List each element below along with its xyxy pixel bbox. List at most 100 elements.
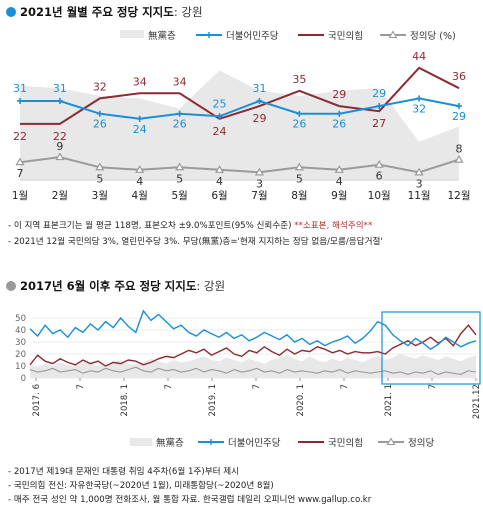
section2-title: 2017년 6월 이후 주요 정당 지지도: 강원 (6, 278, 225, 294)
data-label-dem: 31 (13, 82, 27, 95)
point-justice (55, 152, 65, 161)
point-dem (17, 97, 23, 104)
trend-line-ppp (29, 324, 477, 367)
data-label-dem: 29 (452, 110, 466, 123)
point-dem (136, 115, 143, 122)
point-justice (414, 167, 424, 176)
x-tick-label: 7월 (251, 190, 267, 202)
data-label-dem: 25 (213, 97, 227, 110)
y-tick-label: 0 (21, 374, 26, 384)
point-justice (374, 160, 384, 168)
notes2-line3: - 매주 전국 성인 약 1,000명 전화조사, 월 통합 자료. 한국갤럽 … (8, 495, 372, 505)
legend2-label-ppp: 국민의힘 (328, 438, 363, 449)
data-label-ppp: 29 (252, 112, 266, 125)
data-label-dem: 26 (292, 118, 306, 131)
x-tick-label: 7 (340, 384, 350, 389)
data-label-ppp: 27 (372, 117, 386, 130)
notes1-line1-main: - 이 지역 표본크기는 월 평균 118명, 표본오차 ±9.0%포인트(95… (8, 221, 295, 231)
x-tick-label: 11월 (408, 190, 431, 202)
legend-marker-dem (206, 32, 212, 38)
data-label-ppp: 22 (53, 130, 67, 143)
y-tick-label: 40 (15, 326, 26, 336)
x-tick-label: 2021.12 (472, 384, 482, 419)
point-dem (456, 103, 462, 110)
data-label-dem: 26 (93, 118, 107, 131)
y-tick-label: 10 (15, 362, 26, 372)
data-label-ppp: 22 (13, 130, 27, 143)
x-tick-label: 9월 (331, 190, 347, 202)
notes1-line1: - 이 지역 표본크기는 월 평균 118명, 표본오차 ±9.0%포인트(95… (8, 219, 372, 231)
section1-title-text: 2021년 월별 주요 정당 지지도 (20, 5, 174, 19)
legend-swatch-none (120, 30, 144, 38)
point-justice (215, 165, 225, 173)
chart2-legend: 無黨층 더불어민주당 국민의힘 정의당 (130, 437, 434, 449)
point-dem (216, 113, 223, 120)
series-line-justice (19, 156, 460, 174)
legend2-label-dem: 더불어민주당 (228, 438, 281, 449)
x-tick-label: 2018. 1 (120, 384, 130, 416)
trend-line-dem (29, 309, 477, 351)
x-tick-label: 2021. 1 (384, 384, 394, 416)
data-label-ppp: 34 (133, 75, 147, 88)
section2-title-text: 2017년 6월 이후 주요 정당 지지도 (20, 279, 197, 293)
data-label-justice: 5 (296, 172, 303, 185)
data-label-dem: 26 (332, 118, 346, 131)
section1-title-dot (6, 7, 16, 17)
x-tick-label: 2019. 1 (208, 384, 218, 416)
data-label-dem: 32 (412, 102, 426, 115)
x-tick-label: 7 (428, 384, 438, 389)
data-label-justice: 8 (456, 143, 463, 156)
data-label-justice: 4 (216, 175, 223, 188)
data-label-dem: 31 (252, 82, 266, 95)
series-line-dem (20, 97, 460, 120)
series-area-none (20, 70, 459, 180)
point-justice (334, 165, 344, 173)
data-label-justice: 4 (136, 175, 143, 188)
data-label-dem: 24 (133, 123, 147, 136)
legend2-swatch-none (130, 438, 152, 446)
point-justice (454, 154, 464, 163)
legend2-label-justice: 정의당 (408, 438, 434, 449)
point-justice (135, 165, 145, 173)
data-label-ppp: 34 (173, 75, 187, 88)
point-dem (256, 97, 263, 104)
x-tick-label: 7 (76, 384, 86, 389)
x-tick-label: 2017. 6 (32, 384, 42, 416)
x-tick-label: 12월 (447, 190, 470, 202)
y-tick-label: 50 (15, 314, 26, 324)
data-label-justice: 4 (336, 175, 343, 188)
point-dem (376, 103, 383, 110)
x-tick-label: 3월 (92, 190, 108, 202)
point-justice (294, 162, 304, 171)
data-label-ppp: 44 (412, 50, 426, 63)
data-label-justice: 7 (17, 167, 24, 180)
y-tick-label: 20 (15, 350, 26, 360)
x-tick-label: 10월 (368, 190, 391, 202)
notes1-line2: - 2021년 12월 국민의당 3%, 열린민주당 3%. 무당(無黨)층='… (8, 237, 383, 247)
x-tick-label: 4월 (132, 190, 148, 202)
x-tick-label: 2020. 1 (296, 384, 306, 416)
point-dem (336, 110, 343, 117)
notes2-line1: - 2017년 제19대 문재인 대통령 취임 4주차(6월 1주)부터 제시 (8, 467, 240, 477)
data-label-ppp: 32 (93, 80, 107, 93)
legend-label-ppp: 국민의힘 (328, 31, 363, 42)
data-label-ppp: 29 (332, 88, 346, 101)
point-justice (254, 167, 264, 176)
x-tick-label: 6월 (211, 190, 227, 202)
data-label-justice: 5 (96, 172, 103, 185)
point-dem (296, 110, 303, 117)
notes1-line1-red: **소표본, 해석주의** (294, 221, 373, 231)
x-tick-label: 5월 (171, 190, 187, 202)
data-label-justice: 3 (416, 177, 423, 190)
point-justice (95, 162, 105, 171)
data-label-dem: 31 (53, 82, 67, 95)
legend-marker-justice (388, 30, 398, 39)
legend-label-justice: 정의당 (%) (410, 31, 456, 42)
data-label-ppp: 24 (213, 125, 227, 138)
x-tick-label: 8월 (291, 190, 307, 202)
point-justice (175, 162, 185, 171)
section2-title-dot (6, 281, 16, 291)
data-label-justice: 5 (176, 172, 183, 185)
